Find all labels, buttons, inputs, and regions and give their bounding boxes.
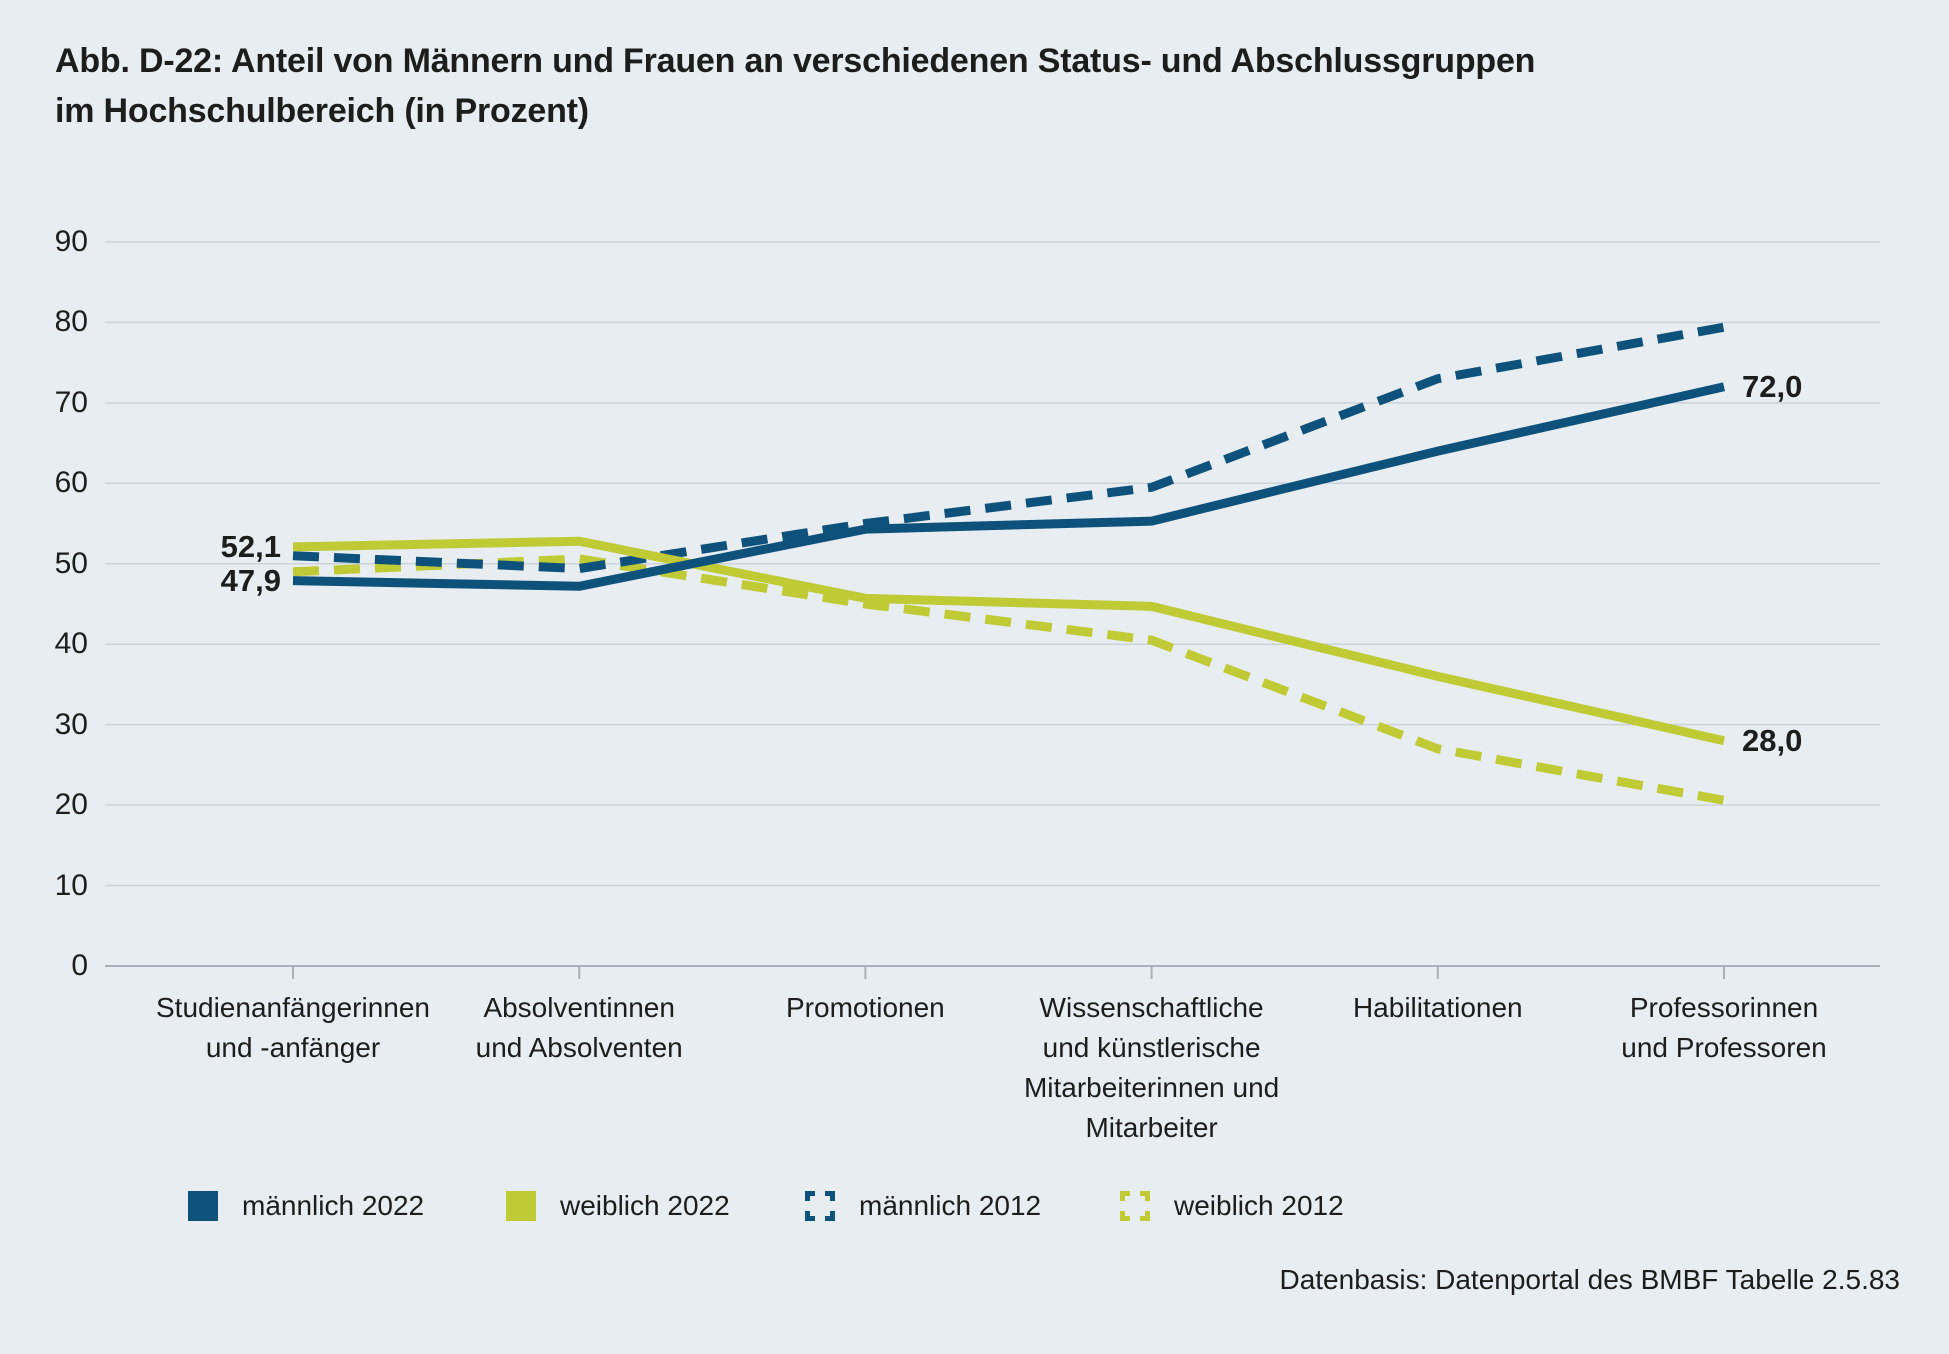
series-line-weiblich-2022 <box>292 536 1725 746</box>
data-label-28-0: 28,0 <box>1742 722 1803 758</box>
legend-label: männlich 2012 <box>859 1190 1042 1221</box>
category-label-habilitationen: Habilitationen <box>1352 992 1523 1023</box>
source-note: Datenbasis: Datenportal des BMBF Tabelle… <box>1279 1264 1900 1295</box>
category-label-wissenschaftliche: Wissenschaftliche und künstlerische Mita… <box>1023 992 1280 1143</box>
legend-item-maennlich-2012: männlich 2012 <box>805 1189 1041 1223</box>
y-tick-label: 0 <box>71 949 88 982</box>
legend-item-weiblich-2022: weiblich 2022 <box>506 1189 730 1223</box>
y-tick-label: 60 <box>54 466 88 500</box>
y-tick-label: 50 <box>54 546 88 580</box>
y-tick-label: 30 <box>54 707 88 741</box>
legend-label: weiblich 2022 <box>560 1190 730 1221</box>
category-label-absolventinnen: Absolventinnen und Absolventen <box>475 992 683 1063</box>
data-label-52-1: 52,1 <box>220 528 281 564</box>
legend-swatch-solid-male-icon <box>188 1191 218 1221</box>
data-label-72-0: 72,0 <box>1742 368 1803 404</box>
line-chart <box>105 241 1880 979</box>
y-tick-label: 90 <box>54 224 88 258</box>
y-tick-label: 10 <box>54 868 88 902</box>
series-line-maennlich-2022 <box>292 382 1725 591</box>
legend-swatch-dashed-male-icon <box>805 1191 835 1221</box>
legend-label: weiblich 2012 <box>1174 1190 1344 1221</box>
data-label-47-9: 47,9 <box>220 562 281 598</box>
legend-swatch-solid-female-icon <box>506 1191 536 1221</box>
legend-swatch-dashed-female-icon <box>1120 1191 1150 1221</box>
legend-item-weiblich-2012: weiblich 2012 <box>1120 1189 1344 1223</box>
category-label-professorinnen: Professorinnen und Professoren <box>1621 992 1827 1063</box>
series-line-weiblich-2012 <box>292 554 1725 805</box>
y-tick-label: 20 <box>54 788 88 822</box>
y-tick-label: 40 <box>54 627 88 661</box>
legend-item-maennlich-2022: männlich 2022 <box>188 1189 424 1223</box>
y-tick-label: 70 <box>54 385 88 419</box>
y-tick-label: 80 <box>54 305 88 339</box>
legend-label: männlich 2022 <box>242 1190 425 1221</box>
category-label-studienanfaengerinnen: Studienanfängerinnen und -anfänger <box>155 992 430 1063</box>
page-title: Abb. D-22: Anteil von Männern und Frauen… <box>55 42 1536 130</box>
category-label-promotionen: Promotionen <box>786 992 945 1023</box>
series-line-maennlich-2012 <box>292 322 1725 574</box>
